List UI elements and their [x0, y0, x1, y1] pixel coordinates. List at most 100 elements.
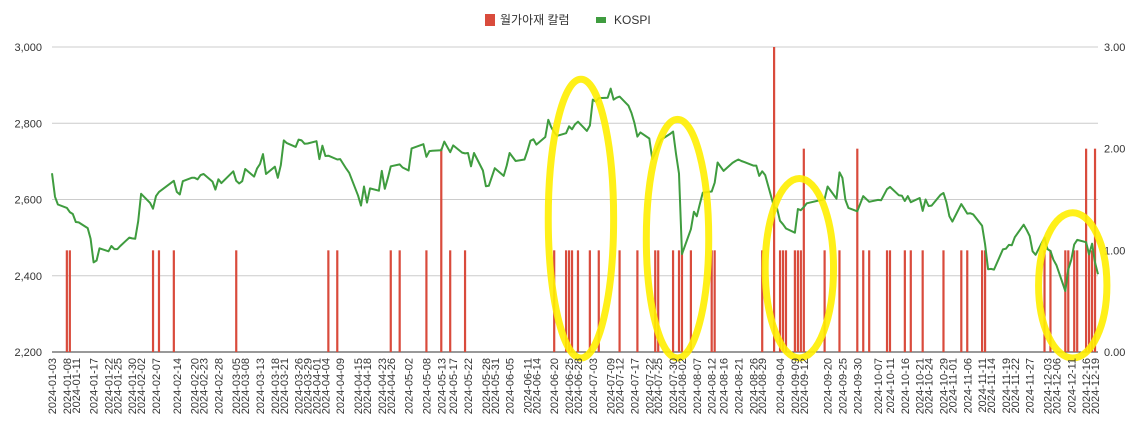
column-bar	[567, 250, 571, 352]
x-tick-label: 2024-09-20	[823, 358, 835, 414]
column-bar	[689, 250, 692, 352]
x-tick-label: 2024-01-25	[112, 358, 124, 414]
column-bar	[157, 250, 161, 352]
column-bar	[389, 250, 392, 352]
legend-label-columns: 월가아재 칼럼	[500, 13, 570, 27]
x-tick-label: 2024-07-09	[606, 358, 618, 414]
right-tick-label: 3.00	[1104, 42, 1125, 54]
x-tick-label: 2024-09-30	[852, 358, 864, 414]
column-bar	[838, 250, 841, 352]
x-tick-label: 2024-09-09	[790, 358, 802, 414]
x-tick-label: 2024-05-22	[463, 358, 475, 414]
x-tick-label: 2024-01-17	[89, 358, 101, 414]
x-tick-label: 2024-11-06	[962, 358, 974, 413]
column-bar	[1064, 250, 1067, 352]
column-bar	[1087, 250, 1091, 352]
column-bar	[463, 250, 467, 352]
x-tick-label: 2024-12-19	[1090, 358, 1102, 414]
column-bar	[336, 250, 339, 352]
gridlines	[52, 46, 1098, 353]
x-tick-label: 2024-12-03	[1043, 358, 1055, 414]
x-tick-label: 2024-07-17	[629, 358, 641, 414]
highlight-annotations	[544, 75, 1111, 362]
column-bar	[564, 250, 568, 352]
highlight-ellipse	[642, 115, 713, 362]
x-tick-label: 2024-12-06	[1051, 358, 1063, 414]
x-tick-label: 2024-10-16	[900, 358, 912, 414]
x-tick-label: 2024-05-13	[436, 358, 448, 414]
x-tick-label: 2024-03-13	[255, 358, 267, 414]
column-bar	[823, 250, 826, 352]
kospi-line	[51, 87, 1099, 292]
column-bar	[966, 250, 969, 352]
x-tick-label: 2024-06-05	[505, 358, 517, 414]
x-tick-label: 2024-02-14	[172, 358, 184, 414]
x-tick-label: 2024-04-18	[362, 358, 374, 414]
column-bar	[570, 250, 574, 352]
x-tick-label: 2024-06-25	[564, 358, 576, 414]
x-tick-label: 2024-07-03	[588, 358, 600, 414]
column-bar	[65, 250, 68, 352]
column-bar	[1073, 250, 1076, 352]
x-tick-label: 2024-08-16	[719, 358, 731, 414]
x-tick-label: 2024-06-28	[573, 358, 585, 414]
x-tick-label: 2024-07-22	[644, 358, 656, 414]
x-tick-label: 2024-05-08	[421, 358, 433, 414]
x-tick-label: 2024-01-11	[71, 358, 83, 413]
column-bar	[327, 250, 330, 352]
column-bar	[942, 250, 945, 352]
x-tick-label: 2024-02-28	[213, 358, 225, 414]
column-bar	[636, 250, 639, 352]
column-bar	[903, 250, 906, 352]
x-tick-label: 2024-11-11	[977, 358, 989, 413]
x-tick-label: 2024-09-12	[799, 358, 811, 414]
column-bar	[713, 250, 716, 352]
column-bar	[68, 250, 71, 352]
column-bar	[793, 250, 796, 352]
x-tick-label: 2024-03-05	[231, 358, 243, 414]
legend-swatch-columns	[485, 14, 495, 26]
column-bar	[657, 250, 660, 352]
column-bar	[677, 250, 681, 352]
x-tick-label: 2024-06-14	[531, 358, 543, 414]
column-bar	[885, 250, 889, 352]
x-tick-label: 2024-04-09	[335, 358, 347, 414]
x-tick-label: 2024-05-31	[490, 358, 502, 414]
column-bar	[449, 250, 452, 352]
x-tick-label: 2024-03-18	[270, 358, 282, 414]
legend-label-kospi: KOSPI	[614, 13, 651, 27]
column-bar	[778, 250, 782, 352]
column-bar	[172, 250, 175, 352]
legend: 월가아재 칼럼 KOSPI	[485, 13, 651, 27]
x-tick-label: 2024-08-02	[677, 358, 689, 414]
x-tick-label: 2024-10-21	[915, 358, 927, 414]
column-bar	[671, 250, 675, 352]
x-tick-label: 2024-10-11	[885, 358, 897, 413]
legend-swatch-kospi	[596, 17, 606, 23]
column-bar	[888, 250, 892, 352]
column-bar	[960, 250, 963, 352]
column-bar	[440, 148, 443, 352]
x-tick-label: 2024-11-27	[1025, 358, 1037, 413]
x-tick-label: 2024-08-12	[707, 358, 719, 414]
x-tick-label: 2024-02-07	[151, 358, 163, 414]
right-tick-label: 2.00	[1104, 144, 1125, 156]
x-tick-label: 2024-04-15	[353, 358, 365, 414]
column-bar	[862, 250, 865, 352]
left-tick-label: 2,400	[14, 271, 42, 283]
x-tick-label: 2024-07-12	[615, 358, 627, 414]
x-tick-label: 2024-04-26	[386, 358, 398, 414]
highlight-ellipse	[1035, 209, 1111, 362]
column-bar	[654, 250, 657, 352]
column-bar	[1076, 250, 1079, 352]
x-tick-label: 2024-06-20	[549, 358, 561, 414]
x-tick-label: 2024-06-11	[523, 358, 535, 413]
x-tick-label: 2024-02-23	[199, 358, 211, 414]
left-axis: 2,200 2,400 2,600 2,800 3,000	[14, 42, 42, 359]
x-tick-label: 2024-09-25	[837, 358, 849, 414]
column-bar	[1085, 148, 1088, 352]
x-tick-label: 2024-09-04	[775, 358, 787, 414]
x-tick-label: 2024-10-24	[924, 358, 936, 414]
left-tick-label: 2,800	[14, 118, 42, 130]
